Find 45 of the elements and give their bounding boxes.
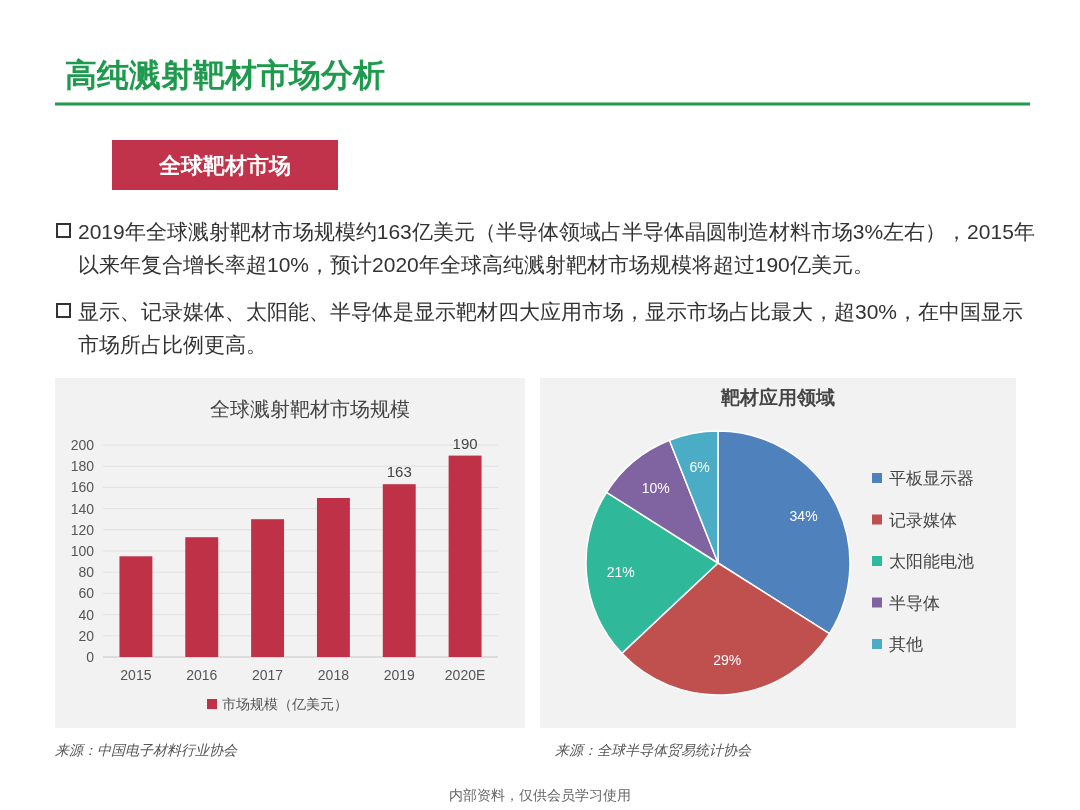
source-note: 来源：全球半导体贸易统计协会 [555, 742, 752, 758]
source-note: 来源：中国电子材料行业协会 [55, 742, 238, 758]
y-tick-label: 160 [70, 479, 95, 496]
y-tick-label: 140 [70, 500, 95, 517]
legend-label: 记录媒体 [889, 510, 957, 530]
bar [119, 556, 153, 657]
data-label: 6% [689, 459, 710, 476]
data-label: 34% [789, 507, 818, 524]
legend-label: 其他 [889, 635, 923, 654]
y-tick-label: 0 [86, 649, 95, 665]
bar [382, 484, 416, 657]
data-label: 21% [606, 564, 635, 581]
data-label: 10% [641, 479, 670, 496]
x-tick-label: 2015 [120, 667, 152, 683]
y-tick-label: 200 [70, 437, 95, 453]
x-tick-label: 2020E [444, 667, 486, 683]
y-tick-label: 120 [70, 521, 95, 538]
y-tick-label: 180 [70, 458, 95, 475]
x-tick-label: 2019 [383, 667, 416, 683]
y-tick-label: 20 [78, 627, 95, 644]
text: 显示、记录媒体、太阳能、半导体是显示靶材四大应用市场，显示市场占比最大，超30%，在中国显示市场所占比例更高。 [78, 300, 1024, 356]
chart-title: 全球溅射靶材市场规模 [210, 398, 410, 420]
data-label: 29% [713, 652, 742, 669]
bar [316, 498, 350, 657]
text: 内部资料，仅供会员学习使用 [449, 787, 631, 803]
x-tick-label: 2017 [252, 667, 284, 683]
y-tick-label: 60 [78, 585, 95, 602]
text: 高纯溅射靶材市场分析 [65, 57, 385, 93]
data-label: 163 [386, 463, 412, 481]
legend-label: 半导体 [889, 593, 940, 613]
chart-title: 靶材应用领域 [720, 387, 835, 408]
x-tick-label: 2018 [317, 667, 350, 683]
y-tick-label: 80 [78, 564, 95, 581]
y-tick-label: 40 [78, 606, 95, 623]
text: 2019年全球溅射靶材市场规模约163亿美元（半导体领域占半导体晶圆制造材料市场3%左右），2015年以来年复合增长率超10%，预计2020年全球高纯溅射靶材市场规模将超过190亿美元。 [78, 220, 1035, 276]
bar [251, 519, 285, 657]
legend-label: 太阳能电池 [889, 552, 974, 571]
data-label: 190 [452, 434, 478, 452]
x-tick-label: 2016 [186, 667, 218, 683]
legend-label: 市场规模（亿美元） [222, 696, 348, 712]
bar [448, 455, 482, 657]
bar [185, 537, 219, 657]
y-tick-label: 100 [70, 543, 95, 559]
text: 全球靶材市场 [158, 153, 291, 178]
legend-label: 平板显示器 [889, 469, 974, 488]
